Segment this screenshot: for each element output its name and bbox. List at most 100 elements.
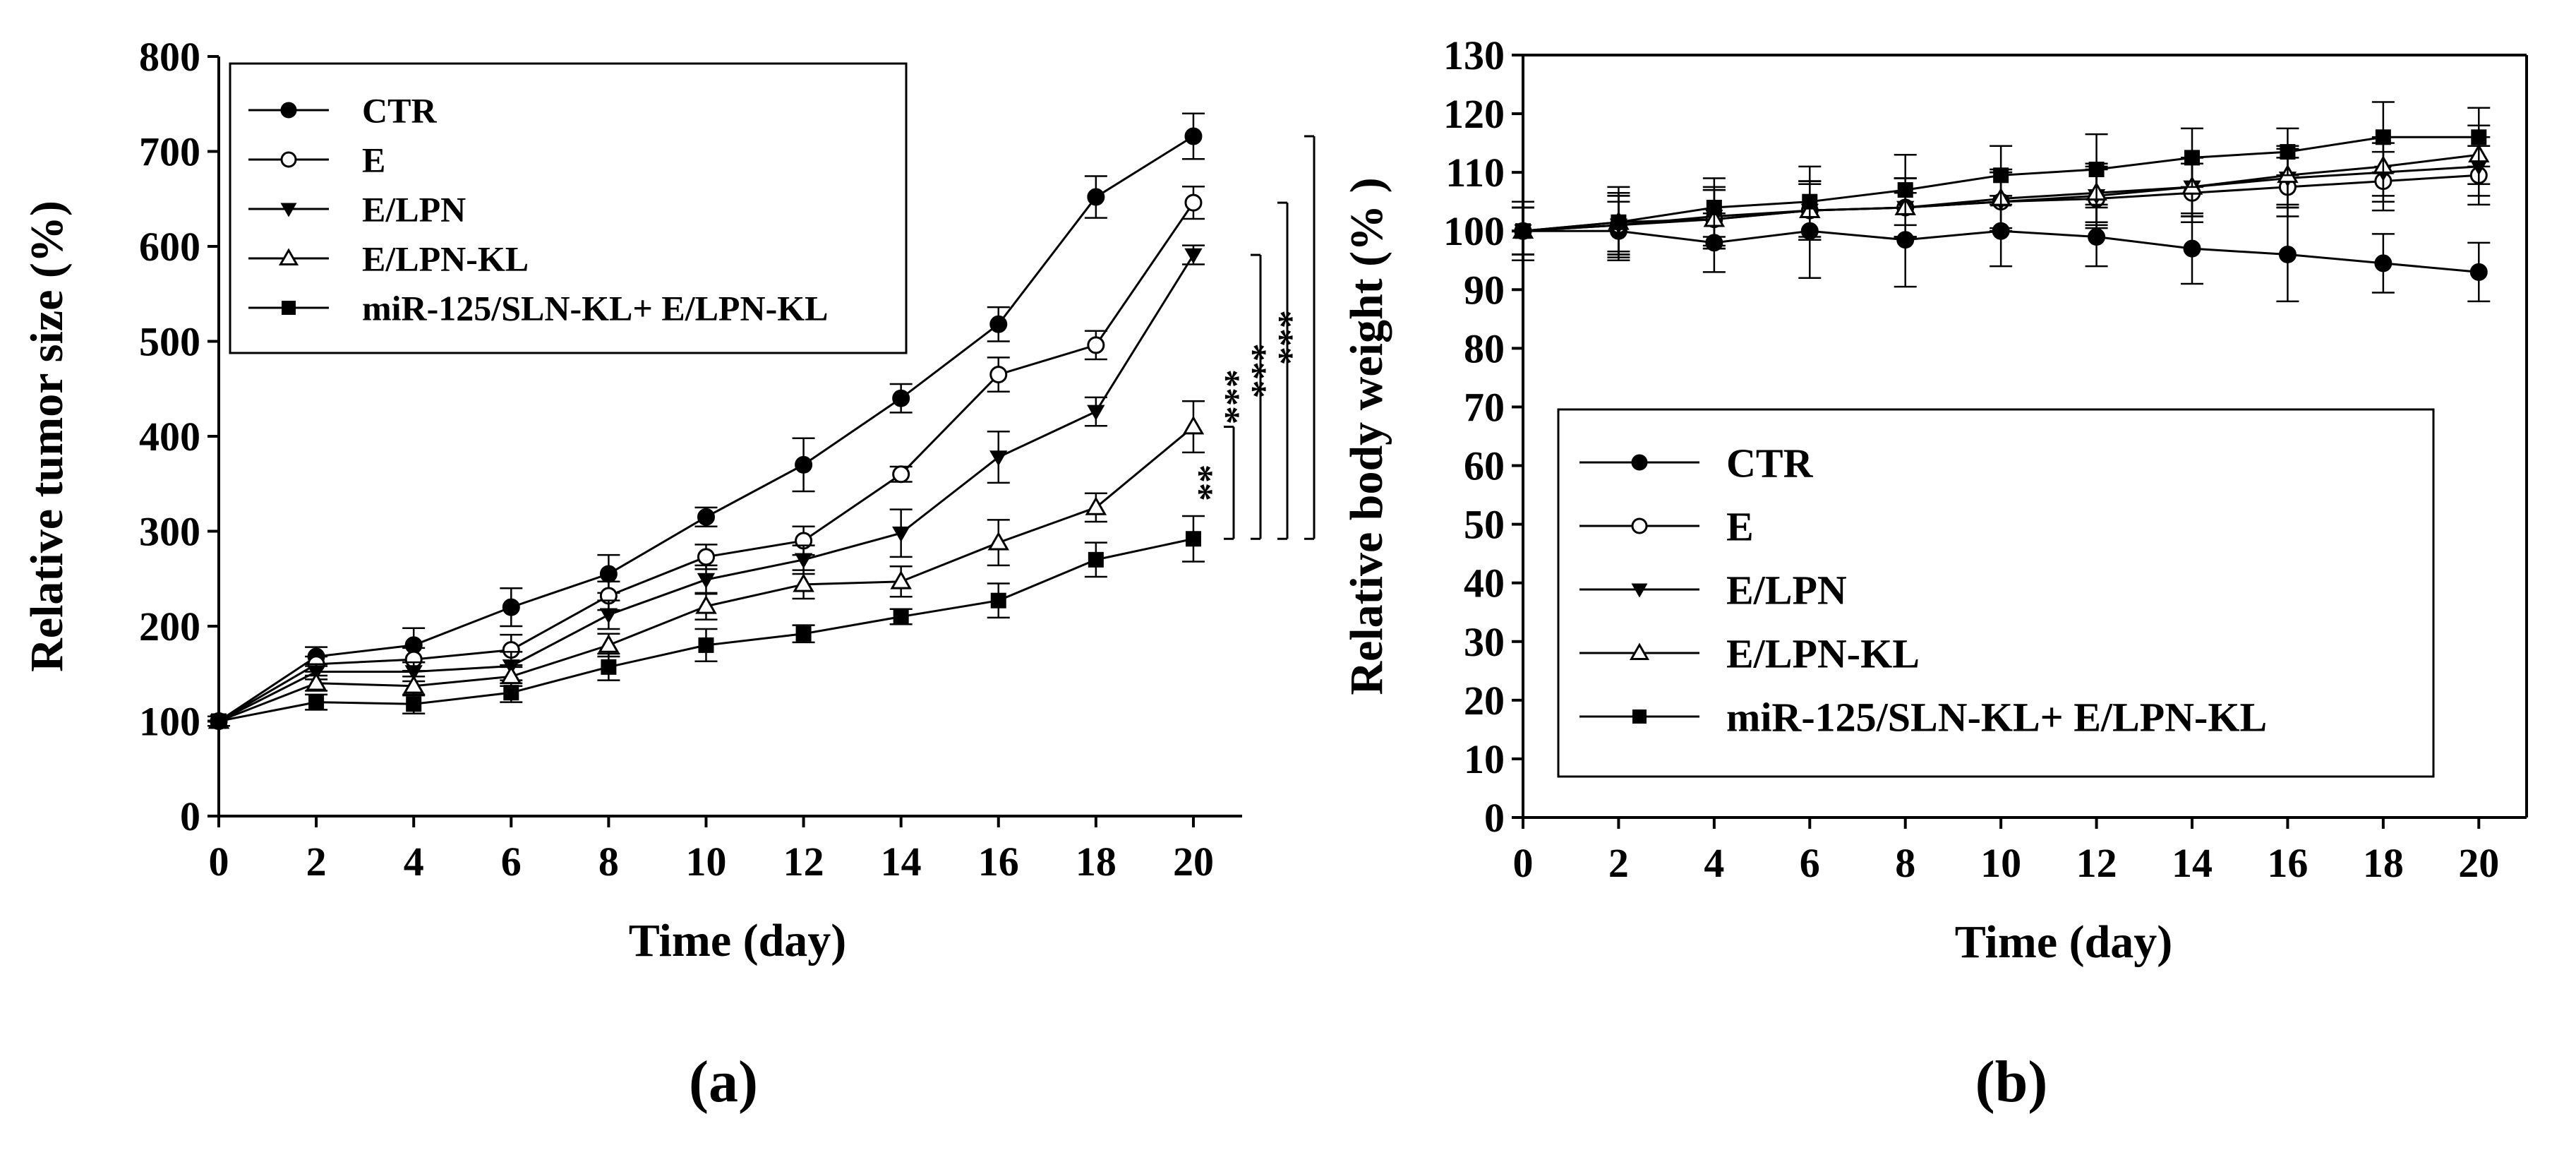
- data-point: [1185, 531, 1201, 547]
- series-e: [207, 186, 1205, 730]
- x-tick-label: 10: [1980, 840, 2021, 886]
- y-tick-label: 90: [1464, 267, 1505, 313]
- panel-label: (a): [689, 1049, 758, 1115]
- x-tick-label: 12: [2076, 840, 2117, 886]
- data-point: [601, 659, 617, 675]
- data-point: [1184, 193, 1203, 212]
- data-point: [402, 675, 425, 694]
- data-point: [697, 548, 715, 566]
- y-tick-label: 120: [1443, 91, 1505, 137]
- series-e-lpn: [207, 244, 1205, 731]
- data-point: [697, 573, 716, 589]
- y-tick-label: 600: [139, 224, 200, 270]
- y-tick-label: 700: [139, 129, 200, 175]
- data-point: [794, 553, 813, 569]
- legend-label: E/LPN-KL: [1726, 630, 1920, 676]
- data-point: [1088, 551, 1104, 568]
- y-tick-label: 100: [139, 699, 200, 745]
- data-point: [989, 315, 1008, 333]
- data-point: [695, 595, 717, 614]
- x-tick-label: 2: [306, 839, 327, 885]
- y-tick-label: 300: [139, 509, 200, 555]
- legend-label: E/LPN-KL: [362, 239, 529, 279]
- legend-swatch-marker: [1631, 454, 1648, 471]
- legend-swatch-marker: [280, 102, 297, 119]
- legend-swatch-marker: [1631, 517, 1648, 534]
- data-point: [893, 609, 909, 625]
- data-point: [1802, 193, 1818, 210]
- significance-bracket: **: [1191, 426, 1235, 540]
- legend-swatch-marker: [1629, 642, 1650, 660]
- data-point: [989, 450, 1008, 467]
- data-point: [308, 694, 325, 710]
- y-tick-label: 40: [1464, 561, 1505, 606]
- y-tick-label: 0: [180, 793, 200, 839]
- panel-label: (b): [1975, 1049, 2048, 1115]
- y-tick-label: 400: [139, 414, 200, 460]
- data-point: [2375, 129, 2391, 145]
- x-tick-label: 6: [1800, 840, 1820, 886]
- y-tick-label: 30: [1464, 619, 1505, 665]
- y-tick-label: 10: [1464, 736, 1505, 782]
- data-point: [795, 455, 813, 474]
- y-tick-label: 20: [1464, 678, 1505, 724]
- x-tick-label: 20: [1173, 839, 1214, 885]
- y-tick-label: 100: [1443, 208, 1505, 254]
- data-point: [1184, 248, 1203, 264]
- significance-brackets: ***********: [1191, 135, 1316, 540]
- y-axis-title: Relative body weight (% ): [1341, 177, 1392, 695]
- y-tick-label: 800: [139, 34, 200, 80]
- data-point: [892, 389, 910, 407]
- y-tick-label: 70: [1464, 384, 1505, 430]
- legend-swatch-marker: [1631, 583, 1648, 598]
- x-axis-title: Time (day): [1955, 916, 2173, 968]
- data-point: [2183, 239, 2201, 258]
- x-tick-label: 6: [501, 839, 522, 885]
- x-tick-label: 0: [209, 839, 229, 885]
- legend-label: CTR: [1726, 440, 1814, 486]
- data-point: [698, 637, 714, 653]
- x-tick-label: 12: [783, 839, 824, 885]
- x-tick-label: 16: [978, 839, 1019, 885]
- data-point: [211, 713, 227, 729]
- x-tick-label: 8: [1895, 840, 1915, 886]
- data-point: [697, 508, 715, 526]
- series-mir-125-sln-kl-e-lpn-kl: [207, 515, 1205, 729]
- legend-swatch-marker: [278, 248, 299, 265]
- y-axis-title: Relative tumor size (%): [21, 200, 73, 672]
- data-point: [989, 366, 1008, 384]
- y-tick-label: 50: [1464, 502, 1505, 548]
- significance-label: ***: [1217, 369, 1258, 424]
- legend: CTR E E/LPN E/LPN-KL miR-125/SLN-KL+ E/LPN-K…: [1557, 408, 2435, 778]
- data-point: [2471, 129, 2487, 145]
- data-point: [599, 565, 618, 583]
- x-tick-label: 0: [1513, 840, 1534, 886]
- legend-label: E/LPN: [362, 190, 466, 229]
- data-point: [1087, 188, 1105, 206]
- legend-label: CTR: [362, 91, 437, 131]
- data-point: [890, 570, 912, 589]
- significance-bracket: ***: [1244, 201, 1289, 540]
- legend-label: miR-125/SLN-KL+ E/LPN-KL: [1726, 694, 2267, 740]
- y-tick-label: 110: [1445, 150, 1505, 196]
- significance-label: ***: [1271, 310, 1311, 365]
- legend-label: miR-125/SLN-KL+ E/LPN-KL: [362, 289, 828, 328]
- data-point: [503, 685, 519, 701]
- y-tick-label: 200: [139, 604, 200, 649]
- data-point: [1184, 127, 1203, 145]
- x-axis-title: Time (day): [629, 915, 847, 966]
- data-point: [1611, 214, 1627, 230]
- legend-swatch-marker: [280, 203, 297, 217]
- significance-label: ***: [1244, 343, 1284, 398]
- x-tick-label: 18: [1076, 839, 1117, 885]
- legend-swatch-marker: [282, 301, 296, 315]
- data-point: [793, 573, 814, 592]
- data-point: [404, 665, 423, 681]
- data-point: [892, 526, 910, 542]
- x-tick-label: 10: [685, 839, 726, 885]
- legend-label: E: [362, 140, 385, 180]
- legend-swatch-marker: [280, 151, 297, 168]
- data-point: [892, 465, 910, 484]
- series-mir-125-sln-kl-e-lpn-kl: [1512, 101, 2491, 258]
